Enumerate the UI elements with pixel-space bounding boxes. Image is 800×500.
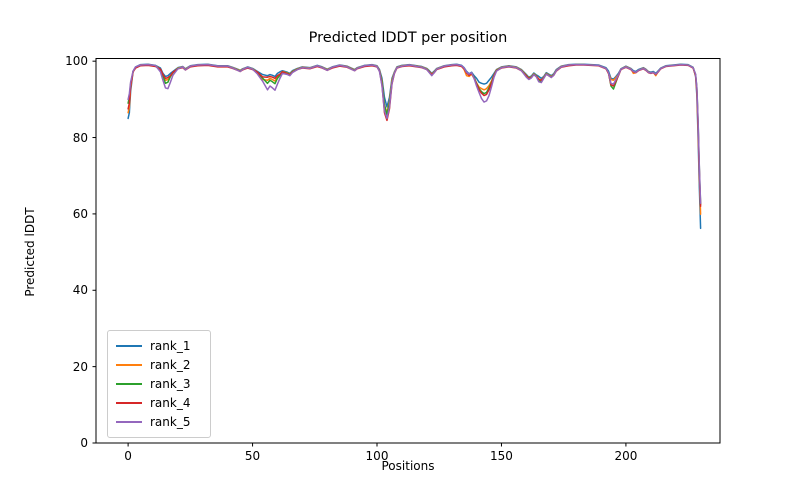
legend-line-swatch-rank-5 [116, 420, 142, 423]
chart-title: Predicted lDDT per position [308, 30, 508, 46]
legend-label: rank_1 [150, 339, 191, 354]
legend-item-rank-3: rank_3 [116, 375, 202, 393]
legend-item-rank-1: rank_1 [116, 337, 202, 355]
y-tick-label: 100 [65, 54, 88, 69]
x-axis-label: Positions [381, 459, 435, 473]
legend-label: rank_3 [150, 376, 191, 391]
y-axis-label: Predicted lDDT [23, 207, 37, 297]
legend-line-swatch-rank-4 [116, 401, 142, 404]
legend-label: rank_2 [150, 358, 191, 373]
y-tick-label: 20 [72, 359, 88, 374]
y-tick-label: 0 [80, 436, 88, 450]
x-tick-label: 50 [244, 449, 261, 463]
x-tick-label: 100 [365, 449, 389, 463]
x-tick-label: 200 [614, 449, 638, 463]
line-series-rank_1 [127, 63, 702, 230]
x-tick-label: 150 [490, 449, 513, 463]
y-tick-label: 40 [72, 283, 88, 298]
y-tick-label: 80 [72, 130, 88, 145]
line-series-rank_5 [127, 63, 702, 204]
legend-item-rank-2: rank_2 [116, 356, 202, 374]
legend-label: rank_5 [150, 414, 191, 429]
x-tick-label: 0 [124, 449, 132, 463]
legend-item-rank-5: rank_5 [116, 413, 202, 431]
y-tick-label: 60 [72, 206, 88, 221]
legend-line-swatch-rank-3 [116, 382, 142, 385]
legend-line-swatch-rank-2 [116, 364, 142, 367]
legend-line-swatch-rank-1 [116, 345, 142, 348]
legend: rank_1 rank_2 rank_3 rank_4 rank_5 [107, 330, 211, 438]
legend-item-rank-4: rank_4 [116, 394, 202, 412]
axes-spines [95, 58, 721, 444]
line-series-rank_3 [127, 63, 702, 206]
legend-label: rank_4 [150, 395, 191, 410]
